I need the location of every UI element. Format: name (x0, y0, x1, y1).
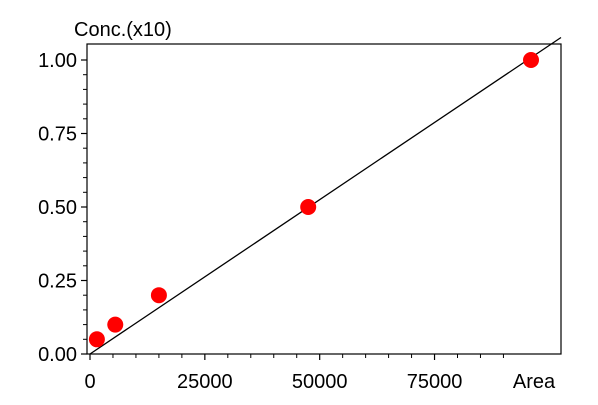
data-point (107, 316, 124, 333)
y-tick-label: 0.75 (38, 124, 77, 146)
y-tick-label: 0.25 (38, 271, 77, 293)
x-axis-ticks: 0 25000 50000 75000 (84, 354, 504, 393)
regression-line (89, 36, 562, 355)
y-tick-label: 0.00 (38, 344, 77, 366)
plot-area-frame (86, 43, 562, 355)
data-point (88, 331, 105, 348)
data-points (88, 52, 539, 348)
x-tick-label: 0 (84, 371, 95, 393)
x-tick-label: 50000 (292, 371, 348, 393)
data-point (150, 287, 167, 304)
y-axis-ticks: 0.00 0.25 0.50 0.75 1.00 (38, 50, 87, 366)
y-tick-label: 0.50 (38, 197, 77, 219)
fit-line (89, 36, 562, 355)
x-tick-label: 25000 (177, 371, 233, 393)
data-point (300, 199, 317, 215)
chart-title: Conc.(x10) (74, 19, 172, 41)
x-tick-label: 75000 (407, 371, 463, 393)
x-axis-label: Area (513, 371, 556, 393)
data-point (523, 52, 539, 68)
y-tick-label: 1.00 (38, 50, 77, 72)
